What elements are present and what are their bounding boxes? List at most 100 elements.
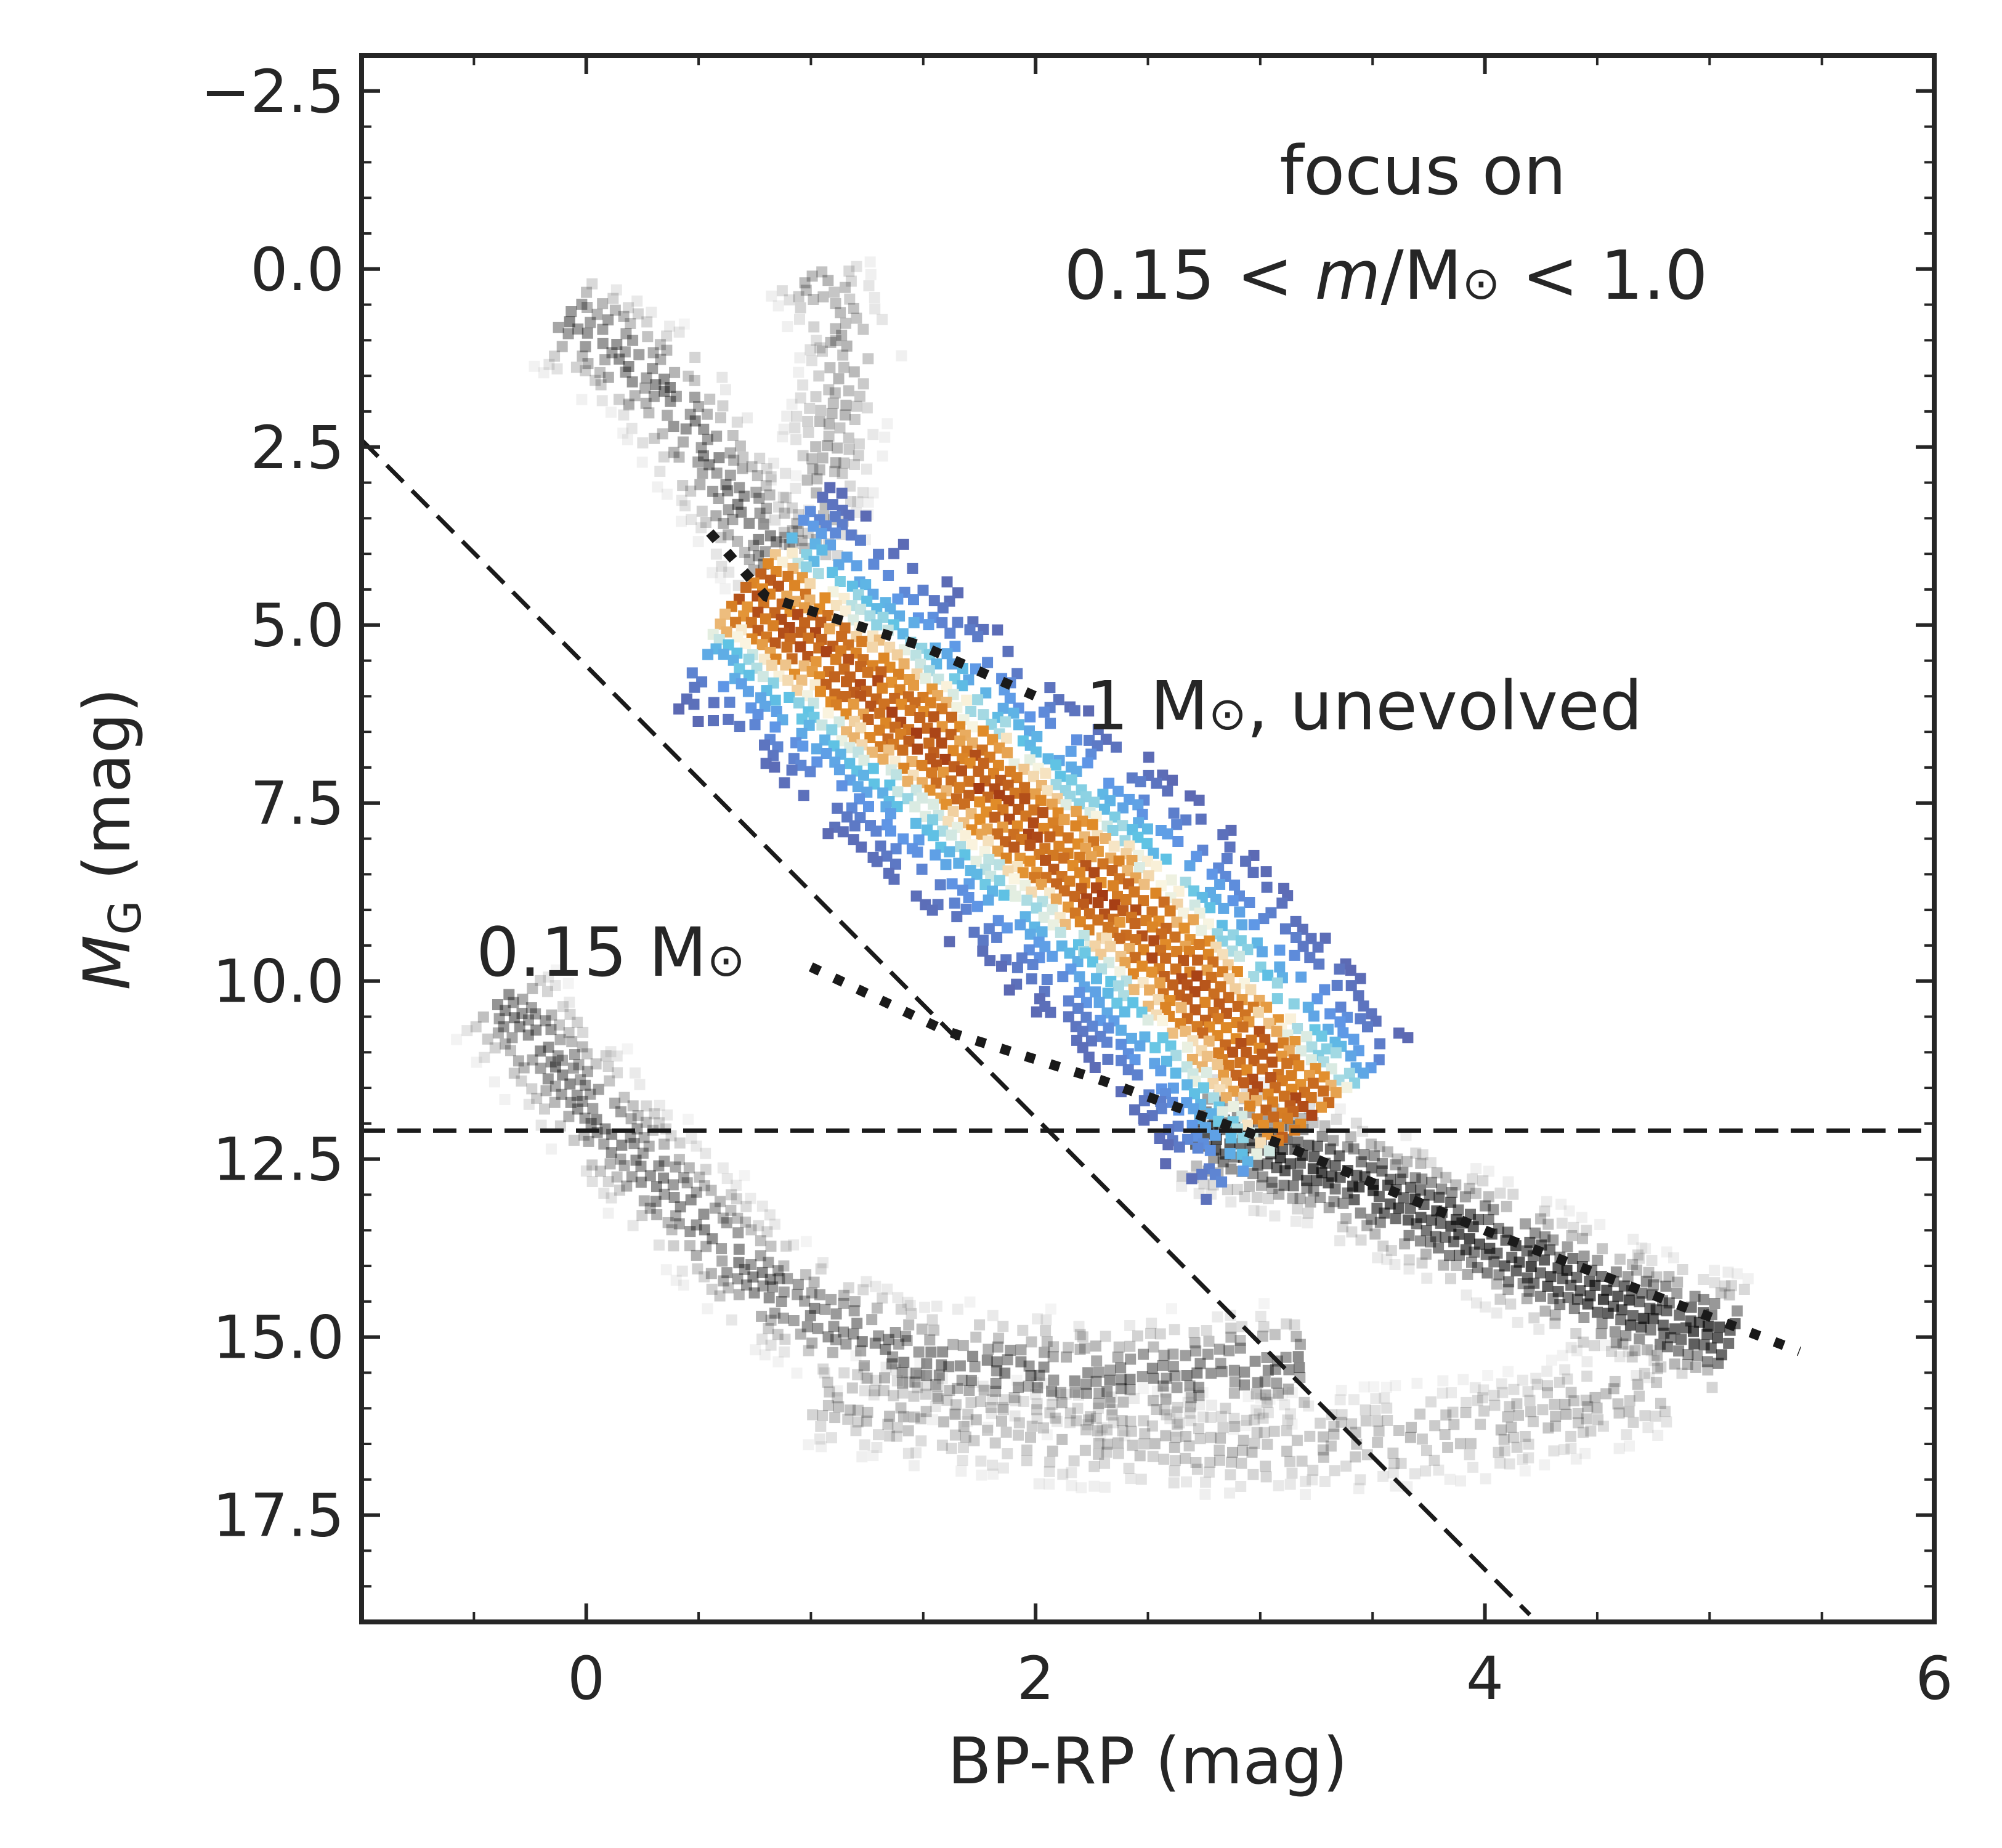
density-cell — [1044, 1465, 1055, 1477]
density-cell — [841, 340, 853, 352]
density-cell — [772, 1265, 784, 1276]
density-cell — [784, 633, 796, 644]
density-cell — [553, 322, 564, 333]
density-cell — [885, 825, 896, 837]
density-cell — [1271, 977, 1283, 989]
density-cell — [1194, 1399, 1206, 1411]
density-cell — [1571, 1294, 1583, 1305]
density-cell — [736, 506, 747, 518]
density-cell — [1185, 1415, 1197, 1427]
density-cell — [611, 339, 623, 350]
density-cell — [1525, 1406, 1537, 1417]
density-cell — [1565, 1279, 1577, 1291]
density-cell — [1507, 1188, 1519, 1200]
density-cell — [1573, 1417, 1584, 1429]
y-tick-label: 15.0 — [213, 1303, 344, 1372]
density-cell — [821, 646, 832, 658]
density-cell — [1181, 993, 1193, 1005]
density-cell — [1124, 1320, 1136, 1331]
density-cell — [992, 845, 1003, 857]
density-cell — [1299, 1396, 1310, 1408]
density-cell — [1099, 1481, 1111, 1493]
density-cell — [1341, 1082, 1353, 1093]
density-cell — [1283, 1384, 1294, 1395]
density-cell — [549, 1096, 561, 1108]
density-cell — [606, 1192, 617, 1204]
density-cell — [804, 1310, 816, 1321]
density-cell — [1658, 1327, 1670, 1339]
density-cell — [837, 468, 848, 479]
density-cell — [938, 1416, 950, 1428]
density-cell — [879, 431, 891, 443]
x-axis-label: BP-RP (mag) — [947, 1724, 1348, 1799]
density-cell — [757, 1280, 769, 1292]
density-cell — [1286, 1070, 1297, 1082]
density-cell — [1316, 1031, 1327, 1042]
density-cell — [891, 1430, 902, 1442]
density-cell — [1424, 1189, 1435, 1201]
density-cell — [670, 391, 682, 402]
density-cell — [1410, 1147, 1422, 1159]
density-cell — [594, 1165, 606, 1177]
density-cell — [914, 712, 926, 723]
density-cell — [1173, 1141, 1185, 1153]
density-cell — [678, 1279, 689, 1291]
density-cell — [670, 1210, 682, 1222]
density-cell — [1517, 1454, 1528, 1465]
density-cell — [549, 980, 561, 991]
density-cell — [903, 1411, 914, 1423]
density-cell — [1256, 946, 1268, 958]
density-cell — [1138, 1415, 1149, 1427]
density-cell — [1031, 1412, 1043, 1424]
density-cell — [1272, 1387, 1284, 1399]
density-cell — [1415, 1157, 1427, 1169]
density-cell — [871, 1442, 883, 1453]
density-cell — [748, 540, 760, 551]
density-cell — [1580, 1395, 1592, 1406]
density-cell — [1565, 1387, 1577, 1398]
density-cell — [1239, 1366, 1250, 1378]
y-tick-label: 17.5 — [213, 1481, 344, 1550]
density-cell — [827, 1347, 838, 1358]
density-cell — [788, 1315, 800, 1326]
density-cell — [755, 1250, 766, 1262]
density-cell — [1508, 1432, 1520, 1443]
density-cell — [617, 428, 629, 439]
density-cell — [1420, 1465, 1432, 1477]
density-cell — [1104, 941, 1116, 952]
density-cell — [612, 1067, 623, 1079]
density-cell — [1114, 933, 1125, 944]
density-cell — [1421, 1445, 1432, 1456]
density-cell — [492, 999, 503, 1010]
density-cell — [1493, 1446, 1504, 1458]
density-cell — [1262, 1407, 1274, 1419]
density-cell — [1137, 960, 1148, 972]
density-cell — [1069, 705, 1080, 716]
density-cell — [829, 387, 841, 399]
density-cell — [962, 1416, 973, 1427]
density-cell — [786, 532, 798, 544]
density-cell — [1613, 1407, 1625, 1419]
density-cell — [1071, 806, 1082, 817]
density-cell — [598, 1188, 610, 1199]
density-cell — [909, 801, 921, 813]
density-cell — [896, 350, 907, 362]
density-cell — [1116, 1415, 1128, 1427]
density-cell — [1632, 1249, 1643, 1261]
density-cell — [598, 1138, 610, 1150]
density-cell — [1539, 1206, 1550, 1217]
density-cell — [1440, 1231, 1451, 1243]
density-cell — [1346, 1226, 1358, 1238]
density-cell — [1390, 1380, 1401, 1392]
density-cell — [1184, 1408, 1196, 1419]
density-cell — [1470, 1188, 1481, 1199]
density-cell — [849, 459, 860, 470]
density-cell — [881, 850, 893, 862]
density-cell — [1184, 1387, 1196, 1399]
density-cell — [1469, 1382, 1481, 1393]
density-cell — [870, 825, 882, 837]
density-cell — [1172, 1425, 1183, 1437]
density-cell — [812, 1323, 824, 1334]
density-cell — [1093, 1438, 1104, 1449]
density-cell — [829, 671, 840, 683]
